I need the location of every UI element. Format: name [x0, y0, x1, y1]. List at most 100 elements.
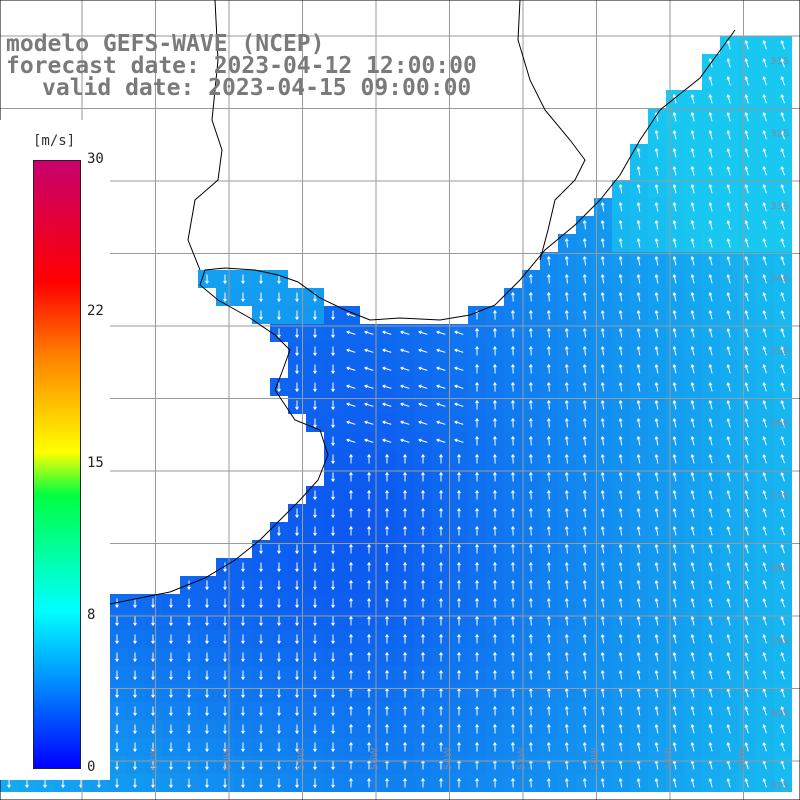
lat-label: 33S: [770, 201, 789, 212]
wind-arrow: [726, 292, 731, 302]
wind-arrow: [241, 778, 245, 788]
wind-arrow: [421, 472, 425, 482]
wind-arrow: [600, 472, 605, 482]
wind-arrow: [672, 616, 677, 626]
wind-arrow: [744, 184, 749, 194]
wind-arrow: [187, 598, 191, 608]
wind-arrow: [403, 598, 407, 608]
wind-arrow: [151, 652, 155, 662]
wind-arrow: [762, 598, 767, 608]
wind-arrow: [454, 384, 464, 389]
wind-arrow: [780, 94, 785, 104]
map-title: modelo GEFS-WAVE (NCEP): [6, 31, 325, 57]
wind-arrow: [400, 366, 410, 371]
wind-arrow: [672, 130, 677, 140]
wind-arrow: [582, 544, 587, 554]
wind-arrow: [367, 670, 371, 680]
wind-arrow: [295, 310, 299, 320]
wind-arrow: [364, 402, 374, 407]
wind-arrow: [564, 544, 569, 554]
wind-arrow: [762, 382, 767, 392]
wind-arrow: [546, 634, 551, 644]
wind-arrow: [762, 112, 767, 122]
wind-arrow: [277, 544, 281, 554]
wind-arrow: [439, 472, 443, 482]
wind-arrow: [582, 742, 587, 752]
wind-arrow: [493, 310, 497, 320]
wind-arrow: [187, 706, 191, 716]
wind-arrow: [672, 436, 677, 446]
wind-arrow: [744, 292, 749, 302]
wind-arrow: [762, 454, 767, 464]
wind-arrow: [690, 202, 695, 212]
wind-arrow: [313, 526, 317, 536]
wind-arrow: [708, 616, 713, 626]
wind-arrow: [385, 562, 389, 572]
wind-arrow: [205, 760, 209, 770]
wind-arrow: [744, 526, 749, 536]
wind-arrow: [367, 562, 371, 572]
wind-arrow: [349, 742, 353, 752]
wind-arrow: [708, 94, 713, 104]
wind-arrow: [762, 166, 767, 176]
wind-arrow: [690, 292, 695, 302]
wind-arrow: [744, 400, 749, 410]
wind-arrow: [672, 490, 677, 500]
wind-arrow: [708, 400, 713, 410]
wind-arrow: [780, 706, 785, 716]
wind-arrow: [511, 400, 515, 410]
wind-arrow: [780, 562, 785, 572]
wind-arrow: [331, 724, 335, 734]
wind-arrow: [439, 724, 443, 734]
wind-arrow: [187, 742, 191, 752]
wind-arrow: [546, 472, 551, 482]
wind-arrow: [421, 562, 425, 572]
wind-arrow: [475, 418, 479, 428]
wind-arrow: [367, 490, 371, 500]
wind-arrow: [600, 670, 605, 680]
wind-arrow: [762, 652, 767, 662]
wind-arrow: [546, 256, 551, 266]
wind-arrow: [708, 238, 713, 248]
wind-arrow: [313, 544, 317, 554]
wind-arrow: [582, 562, 587, 572]
wind-arrow: [762, 364, 767, 374]
wind-arrow: [403, 742, 407, 752]
wind-arrow: [528, 562, 533, 572]
wind-arrow: [528, 364, 533, 374]
wind-arrow: [618, 328, 623, 338]
wind-arrow: [618, 400, 623, 410]
wind-arrow: [726, 94, 731, 104]
wind-arrow: [151, 760, 155, 770]
wind-arrow: [672, 310, 677, 320]
wind-arrow: [528, 544, 533, 554]
wind-arrow: [457, 724, 461, 734]
wind-arrow: [744, 382, 749, 392]
wind-arrow: [582, 598, 587, 608]
wind-arrow: [403, 562, 407, 572]
wind-arrow: [475, 328, 479, 338]
wind-arrow: [726, 544, 731, 554]
wind-arrow: [762, 418, 767, 428]
wind-arrow: [277, 670, 281, 680]
wind-arrow: [493, 580, 497, 590]
wind-arrow: [511, 742, 515, 752]
wind-arrow: [708, 436, 713, 446]
wind-arrow: [708, 580, 713, 590]
wind-arrow: [726, 742, 731, 752]
lat-label: 41S: [770, 781, 789, 792]
wind-arrow: [403, 472, 407, 482]
wind-arrow: [367, 778, 371, 788]
wind-arrow: [511, 652, 515, 662]
wind-arrow: [708, 418, 713, 428]
wind-arrow: [400, 402, 410, 407]
wind-arrow: [475, 670, 479, 680]
wind-arrow: [708, 706, 713, 716]
wind-arrow: [223, 778, 227, 788]
wind-arrow: [115, 724, 119, 734]
wind-arrow: [564, 454, 569, 464]
wind-arrow: [511, 562, 515, 572]
wind-arrow: [600, 238, 605, 248]
wind-arrow: [780, 400, 785, 410]
wind-arrow: [331, 310, 335, 320]
